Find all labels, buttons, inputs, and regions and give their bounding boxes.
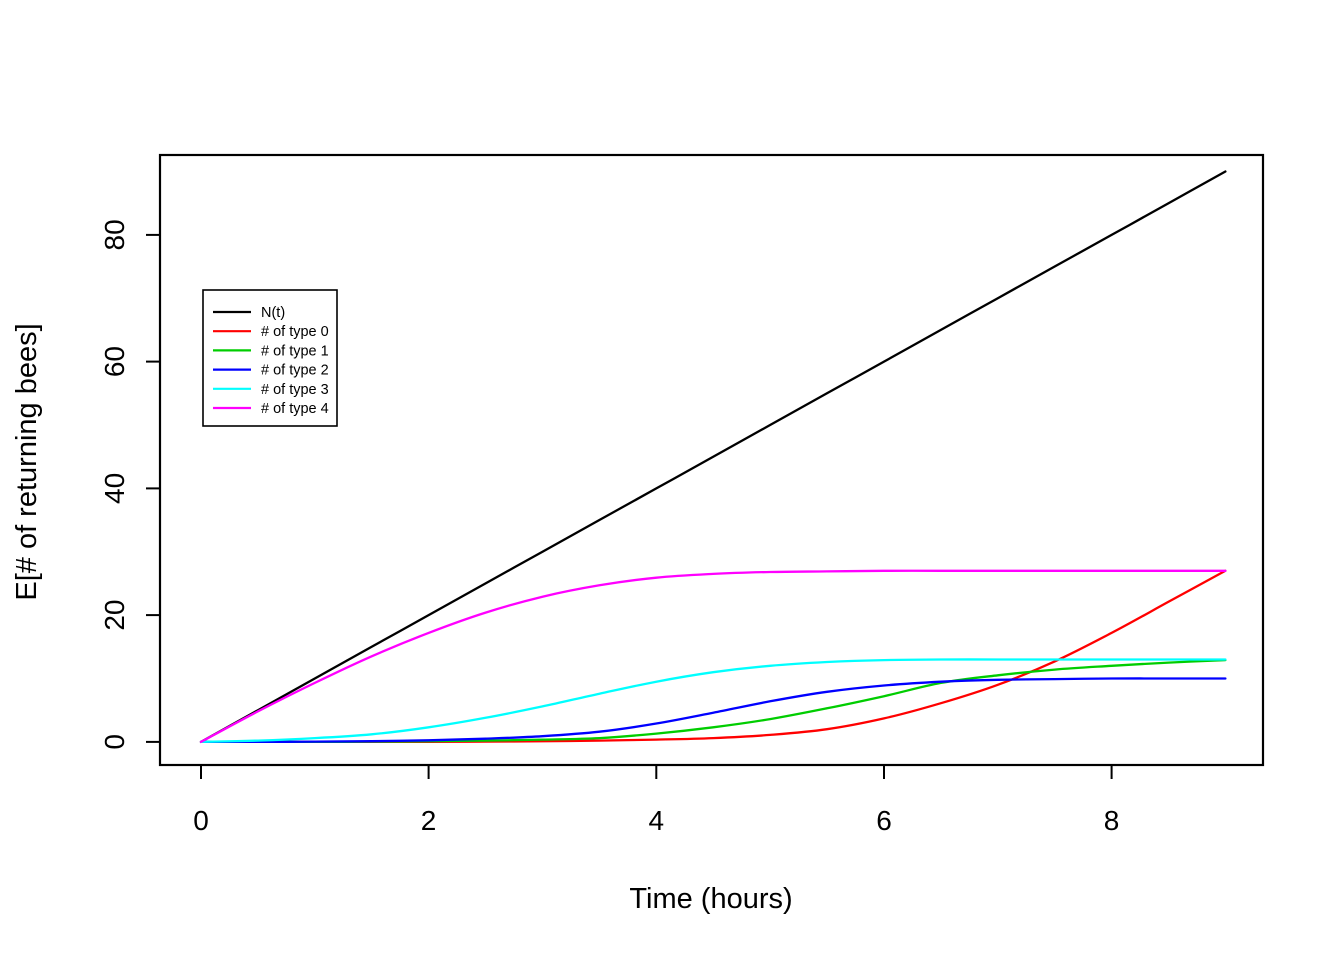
- series-line-5: [199, 569, 1227, 744]
- y-tick-label: 60: [99, 346, 130, 377]
- legend-label-2: # of type 1: [261, 343, 329, 359]
- series-line-0: [199, 170, 1227, 744]
- x-tick-label: 6: [876, 805, 892, 836]
- y-tick-label: 0: [99, 734, 130, 750]
- legend-label-3: # of type 2: [261, 363, 329, 379]
- legend-label-1: # of type 0: [261, 324, 329, 340]
- y-axis-title: E[# of returning bees]: [11, 323, 43, 600]
- y-tick-label: 20: [99, 600, 130, 631]
- legend-label-5: # of type 4: [261, 401, 329, 417]
- x-tick-label: 2: [421, 805, 437, 836]
- x-axis-title: Time (hours): [629, 883, 792, 915]
- x-tick-label: 0: [193, 805, 209, 836]
- x-tick-label: 4: [649, 805, 665, 836]
- y-tick-label: 80: [99, 219, 130, 250]
- y-tick-label: 40: [99, 473, 130, 504]
- series-line-4: [199, 658, 1227, 744]
- x-tick-label: 8: [1104, 805, 1120, 836]
- plot-frame: [158, 153, 1265, 767]
- legend-label-0: N(t): [261, 305, 285, 321]
- legend-label-4: # of type 3: [261, 382, 329, 398]
- series-line-3: [199, 677, 1227, 744]
